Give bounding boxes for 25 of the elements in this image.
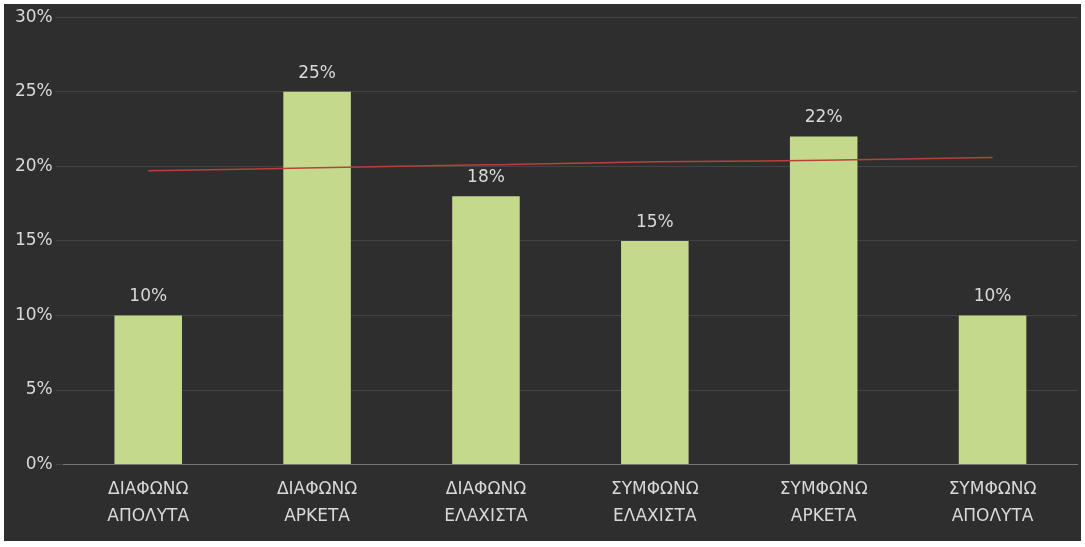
- y-tick-label: 10%: [14, 303, 53, 324]
- y-tick-label: 15%: [14, 229, 53, 250]
- data-label: 10%: [129, 285, 168, 306]
- y-tick-label: 25%: [14, 80, 53, 101]
- bar: [114, 315, 182, 465]
- y-tick-label: 5%: [25, 378, 53, 399]
- data-label: 15%: [635, 210, 674, 231]
- y-tick-label: 0%: [25, 453, 53, 474]
- bar: [958, 315, 1027, 465]
- x-tick-label: ΔΙΑΦΩΝΩ ΕΛΑΧΙΣΤΑ: [444, 477, 529, 525]
- x-tick-label: ΣΥΜΦΩΝΩ ΑΡΚΕΤΑ: [779, 477, 868, 525]
- y-tick-label: 30%: [14, 5, 53, 26]
- bar: [789, 136, 858, 465]
- x-tick-label: ΣΥΜΦΩΝΩ ΕΛΑΧΙΣΤΑ: [610, 477, 699, 525]
- x-tick-label: ΔΙΑΦΩΝΩ ΑΠΟΛΥΤΑ: [107, 477, 190, 525]
- data-label: 10%: [973, 285, 1012, 306]
- x-tick-label: ΔΙΑΦΩΝΩ ΑΡΚΕΤΑ: [276, 477, 358, 525]
- data-label: 25%: [298, 61, 336, 82]
- bar: [621, 240, 689, 465]
- bar: [283, 91, 351, 465]
- bar: [452, 196, 520, 465]
- data-label: 18%: [467, 166, 505, 187]
- y-tick-label: 20%: [14, 154, 53, 175]
- data-label: 22%: [804, 106, 843, 127]
- x-tick-label: ΣΥΜΦΩΝΩ ΑΠΟΛΥΤΑ: [948, 477, 1037, 525]
